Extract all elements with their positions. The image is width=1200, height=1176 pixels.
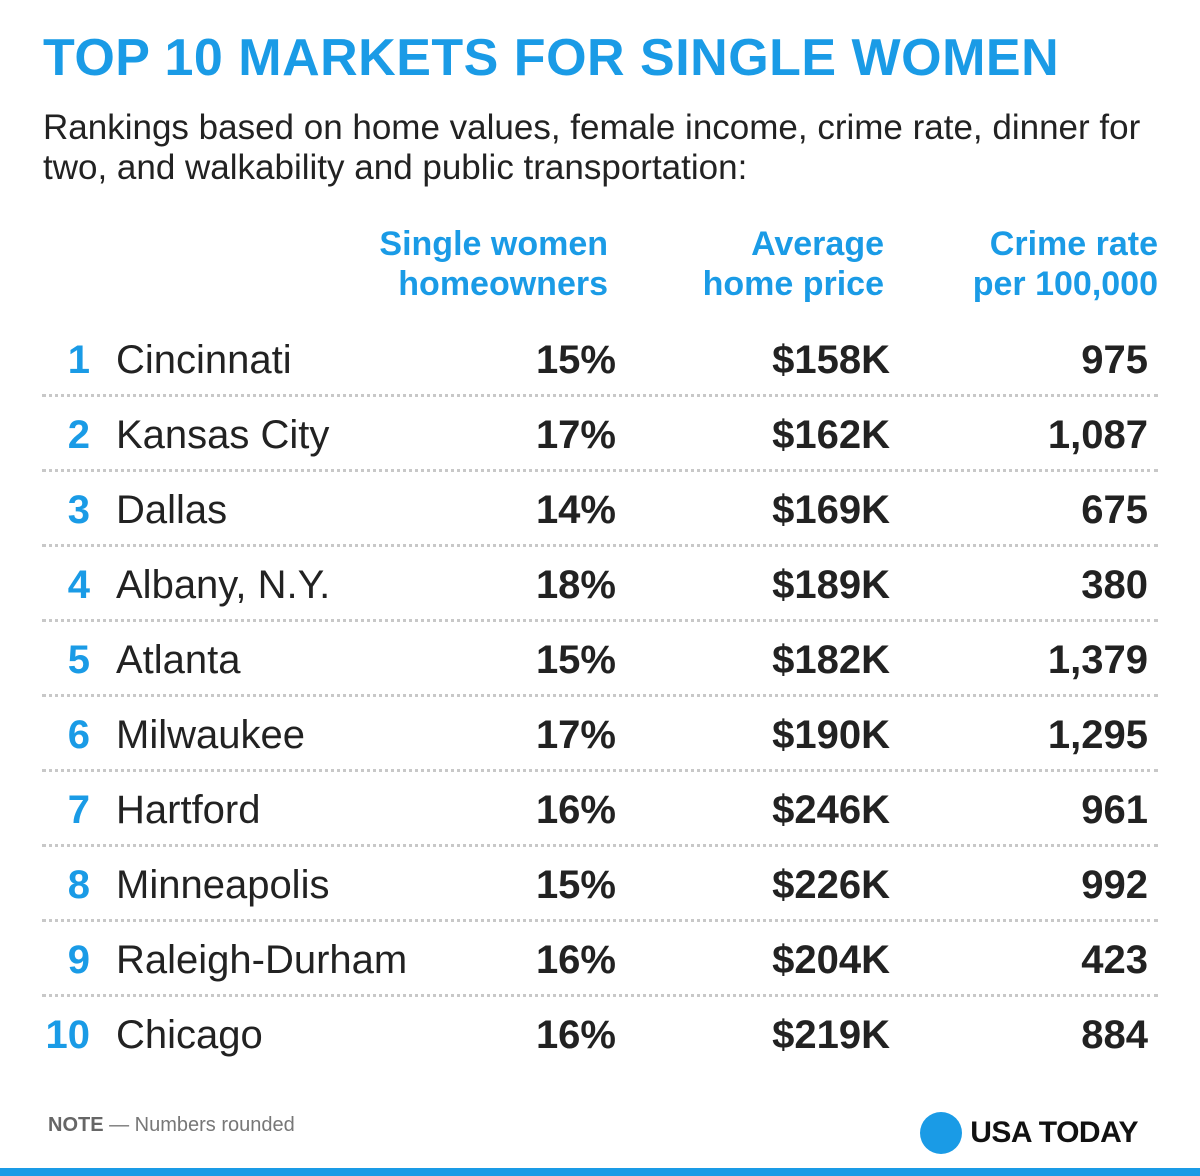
rank-number: 7 [67,788,90,832]
bottom-accent-bar [0,1168,1200,1176]
table-row: 8 Minneapolis 15% $226K 992 [42,847,1158,922]
city-name: Hartford [116,788,261,832]
city-name: Cincinnati [116,338,292,382]
city-name: Atlanta [116,638,241,682]
table-row: 1 Cincinnati 15% $158K 975 [42,322,1158,397]
usa-today-logo: USA TODAY [920,1112,1138,1154]
crime-value: 992 [1081,863,1148,907]
city-name: Albany, N.Y. [116,563,331,607]
footnote: NOTE — Numbers rounded [48,1114,295,1137]
homeowners-value: 16% [535,1013,616,1057]
homeowners-value: 17% [535,413,616,457]
table-row: 7 Hartford 16% $246K 961 [42,772,1158,847]
city-name: Milwaukee [116,713,305,757]
crime-value: 380 [1081,563,1148,607]
table-row: 9 Raleigh-Durham 16% $204K 423 [42,922,1158,997]
price-value: $204K [772,938,890,982]
rank-number: 3 [67,488,90,532]
usa-today-dot-icon [920,1112,963,1154]
homeowners-value: 15% [535,638,616,682]
price-value: $162K [772,413,890,457]
price-value: $226K [772,863,890,907]
rank-number: 1 [67,338,90,382]
column-header-line: Single women [379,225,608,263]
price-value: $246K [772,788,890,832]
crime-value: 961 [1081,788,1148,832]
ranking-table: 1 Cincinnati 15% $158K 975 2 Kansas City 17% $16… [42,322,1158,1072]
rank-number: 5 [67,638,90,682]
note-label: NOTE [48,1114,104,1136]
crime-value: 423 [1081,938,1148,982]
column-header-crime: Crime rate per 100,000 [973,224,1158,304]
city-name: Minneapolis [116,863,330,907]
price-value: $219K [772,1013,890,1057]
column-header-line: Crime rate [989,225,1158,263]
column-header-line: Average [751,225,884,263]
table-row: 5 Atlanta 15% $182K 1,379 [42,622,1158,697]
homeowners-value: 17% [535,713,616,757]
crime-value: 884 [1081,1013,1148,1057]
table-row: 10 Chicago 16% $219K 884 [42,997,1158,1072]
table-row: 2 Kansas City 17% $162K 1,087 [42,397,1158,472]
page-title: TOP 10 MARKETS FOR SINGLE WOMEN [43,29,1060,87]
note-text: — Numbers rounded [103,1114,295,1136]
column-header-line: home price [702,265,884,303]
table-row: 3 Dallas 14% $169K 675 [42,472,1158,547]
logo-text: USA TODAY [970,1116,1138,1149]
table-row: 6 Milwaukee 17% $190K 1,295 [42,697,1158,772]
homeowners-value: 15% [535,863,616,907]
rank-number: 4 [67,563,90,607]
price-value: $182K [772,638,890,682]
price-value: $189K [772,563,890,607]
homeowners-value: 16% [535,788,616,832]
rank-number: 10 [45,1013,91,1057]
crime-value: 1,087 [1047,413,1148,457]
rank-number: 2 [67,413,90,457]
price-value: $190K [772,713,890,757]
column-header-homeowners: Single women homeowners [379,224,608,304]
crime-value: 1,295 [1047,713,1148,757]
rank-number: 9 [67,938,90,982]
table-row: 4 Albany, N.Y. 18% $189K 380 [42,547,1158,622]
subtitle: Rankings based on home values, female in… [43,108,1141,187]
column-header-line: per 100,000 [972,265,1158,303]
city-name: Dallas [116,488,228,532]
price-value: $158K [772,338,890,382]
homeowners-value: 15% [535,338,616,382]
homeowners-value: 16% [535,938,616,982]
city-name: Kansas City [116,413,330,457]
crime-value: 975 [1081,338,1148,382]
homeowners-value: 14% [535,488,616,532]
crime-value: 1,379 [1047,638,1148,682]
homeowners-value: 18% [535,563,616,607]
city-name: Chicago [116,1013,263,1057]
crime-value: 675 [1081,488,1148,532]
column-header-price: Average home price [703,224,884,304]
price-value: $169K [772,488,890,532]
rank-number: 6 [67,713,90,757]
column-header-line: homeowners [398,265,608,303]
rank-number: 8 [67,863,90,907]
city-name: Raleigh-Durham [116,938,408,982]
